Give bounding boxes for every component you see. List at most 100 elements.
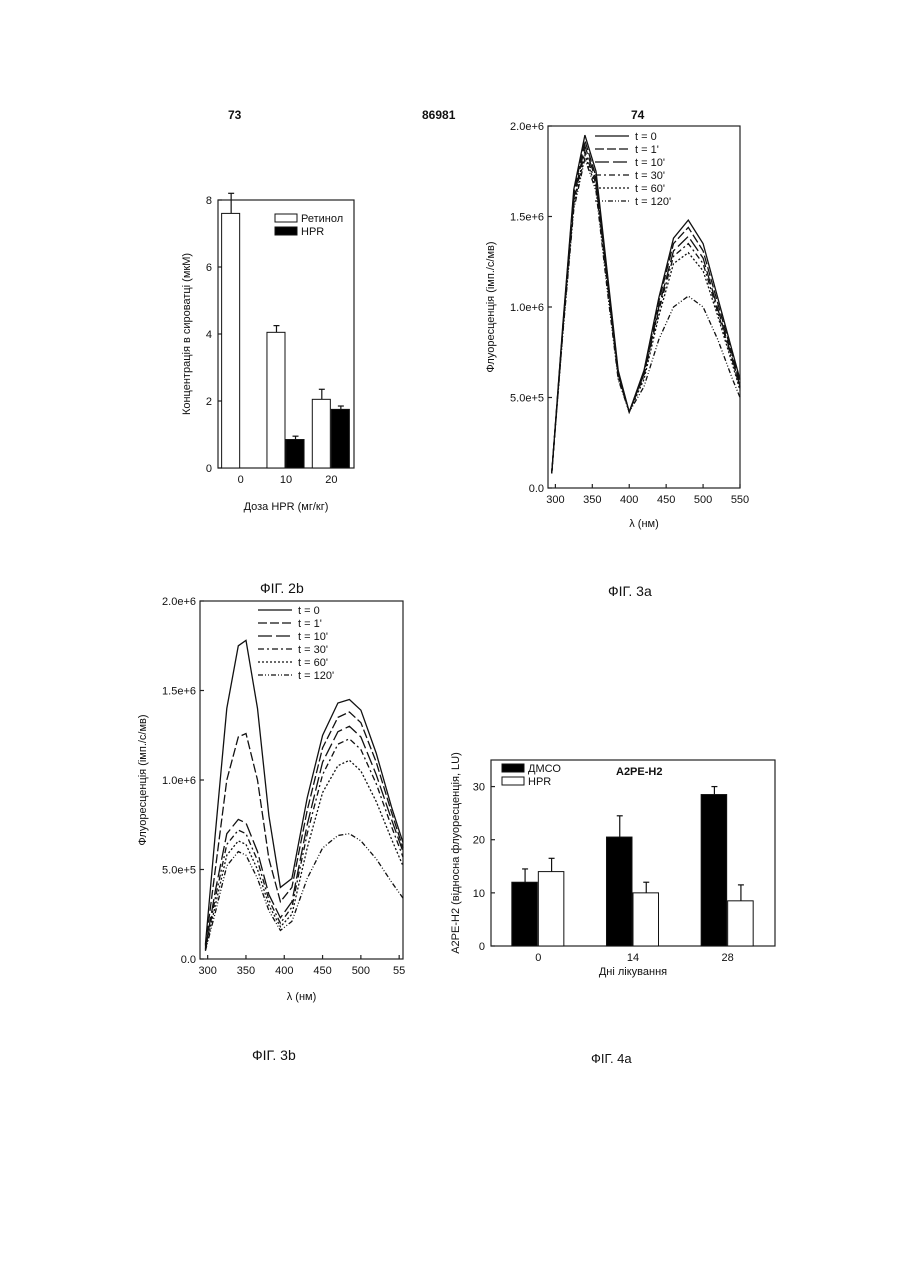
bar	[633, 893, 659, 946]
legend-swatch	[275, 227, 297, 235]
x-tick-label: 400	[620, 494, 638, 506]
y-axis-label: Флуоресценція (імп./с/мв)	[137, 714, 149, 845]
x-tick-label: 350	[583, 494, 601, 506]
x-tick-label: 300	[198, 965, 216, 977]
y-tick-label: 2	[206, 396, 212, 408]
x-tick-label: 550	[731, 494, 749, 506]
y-tick-label: 6	[206, 262, 212, 274]
x-axis-label: λ (нм)	[287, 991, 317, 1003]
x-axis-label: Доза HPR (мг/кг)	[244, 501, 329, 513]
caption-fig-2b: ФІГ. 2b	[260, 580, 304, 596]
series-line	[205, 739, 403, 949]
page-number-left: 73	[228, 108, 241, 122]
y-tick-label: 0.0	[181, 954, 196, 966]
legend-label: t = 0	[298, 605, 320, 617]
legend-label: Ретинол	[301, 213, 343, 225]
legend-label: t = 30'	[298, 644, 328, 656]
x-tick-label: 350	[237, 965, 255, 977]
y-tick-label: 20	[473, 835, 485, 847]
y-tick-label: 1.5e+6	[510, 212, 544, 224]
legend-label: HPR	[301, 226, 324, 238]
legend-swatch	[502, 764, 524, 772]
bar	[512, 882, 538, 946]
legend-label: t = 1'	[298, 618, 322, 630]
legend-label: t = 120'	[635, 196, 671, 208]
y-tick-label: 1.5e+6	[162, 686, 196, 698]
series-line	[552, 141, 740, 474]
plot-frame	[548, 126, 740, 488]
x-tick-label: 500	[694, 494, 712, 506]
y-tick-label: 4	[206, 329, 212, 341]
y-tick-label: 5.0e+5	[162, 865, 196, 877]
bar	[222, 213, 240, 468]
caption-fig-3a: ФІГ. 3а	[608, 583, 652, 599]
series-line	[205, 760, 403, 950]
legend-swatch	[275, 214, 297, 222]
bar	[701, 795, 727, 946]
legend-label: t = 1'	[635, 144, 659, 156]
x-tick-label: 500	[352, 965, 370, 977]
y-tick-label: 2.0e+6	[510, 121, 544, 133]
y-tick-label: 30	[473, 782, 485, 794]
legend-swatch	[502, 777, 524, 785]
y-tick-label: 5.0e+5	[510, 393, 544, 405]
series-line	[552, 146, 740, 474]
bar	[606, 837, 632, 946]
y-tick-label: 0.0	[529, 483, 544, 495]
y-tick-label: 10	[473, 888, 485, 900]
y-axis-label: A2PE-H2 (відносна флуоресценція, LU)	[450, 752, 462, 954]
series-line	[552, 135, 740, 473]
caption-fig-4a: ФІГ. 4а	[591, 1051, 632, 1066]
x-tick-label: 14	[627, 952, 639, 964]
x-tick-label: 450	[657, 494, 675, 506]
bar	[267, 332, 285, 468]
plot-frame	[200, 601, 403, 959]
series-line	[552, 155, 740, 474]
legend-label: t = 120'	[298, 670, 334, 682]
x-axis-label: Дні лікування	[599, 966, 667, 978]
legend-label: ДМСО	[528, 763, 561, 775]
y-tick-label: 2.0e+6	[162, 596, 196, 608]
series-line	[205, 640, 403, 944]
x-tick-label: 450	[313, 965, 331, 977]
x-tick-label: 0	[238, 474, 244, 486]
page-number-right: 74	[631, 108, 644, 122]
bar	[728, 901, 754, 946]
bar	[286, 440, 304, 468]
series-line	[205, 834, 403, 951]
legend-label: t = 60'	[298, 657, 328, 669]
y-axis-label: Концентрація в сироватці (мкМ)	[181, 253, 193, 415]
x-tick-label: 400	[275, 965, 293, 977]
y-axis-label: Флуоресценція (імп./с/мв)	[485, 241, 497, 372]
plot-frame	[491, 760, 775, 946]
bar	[331, 409, 349, 468]
y-tick-label: 1.0e+6	[510, 302, 544, 314]
legend-label: t = 0	[635, 131, 657, 143]
x-tick-label: 10	[280, 474, 292, 486]
x-tick-label: 300	[546, 494, 564, 506]
bar	[312, 399, 330, 468]
legend-label: HPR	[528, 776, 551, 788]
y-tick-label: 0	[479, 941, 485, 953]
legend-label: t = 10'	[298, 631, 328, 643]
bar	[538, 872, 564, 946]
y-tick-label: 0	[206, 463, 212, 475]
caption-fig-3b: ФІГ. 3b	[252, 1047, 296, 1063]
x-tick-label: 20	[325, 474, 337, 486]
legend-label: t = 10'	[635, 157, 665, 169]
series-line	[205, 726, 403, 948]
document-number: 86981	[422, 108, 455, 122]
x-tick-label: 28	[722, 952, 734, 964]
plot-frame	[218, 200, 354, 468]
x-tick-label: 0	[535, 952, 541, 964]
x-tick-label: 55	[393, 965, 405, 977]
legend-label: t = 30'	[635, 170, 665, 182]
figure-2b-bar-chart: 0 2 4 6 8 0 10 20 Доза HPR (мг/кг) Концентрація в…	[0, 0, 900, 1273]
y-tick-label: 1.0e+6	[162, 775, 196, 787]
y-tick-label: 8	[206, 195, 212, 207]
series-line	[552, 151, 740, 473]
series-line	[552, 159, 740, 474]
legend-label: t = 60'	[635, 183, 665, 195]
chart-title: A2PE-H2	[616, 766, 662, 778]
x-axis-label: λ (нм)	[629, 518, 659, 530]
